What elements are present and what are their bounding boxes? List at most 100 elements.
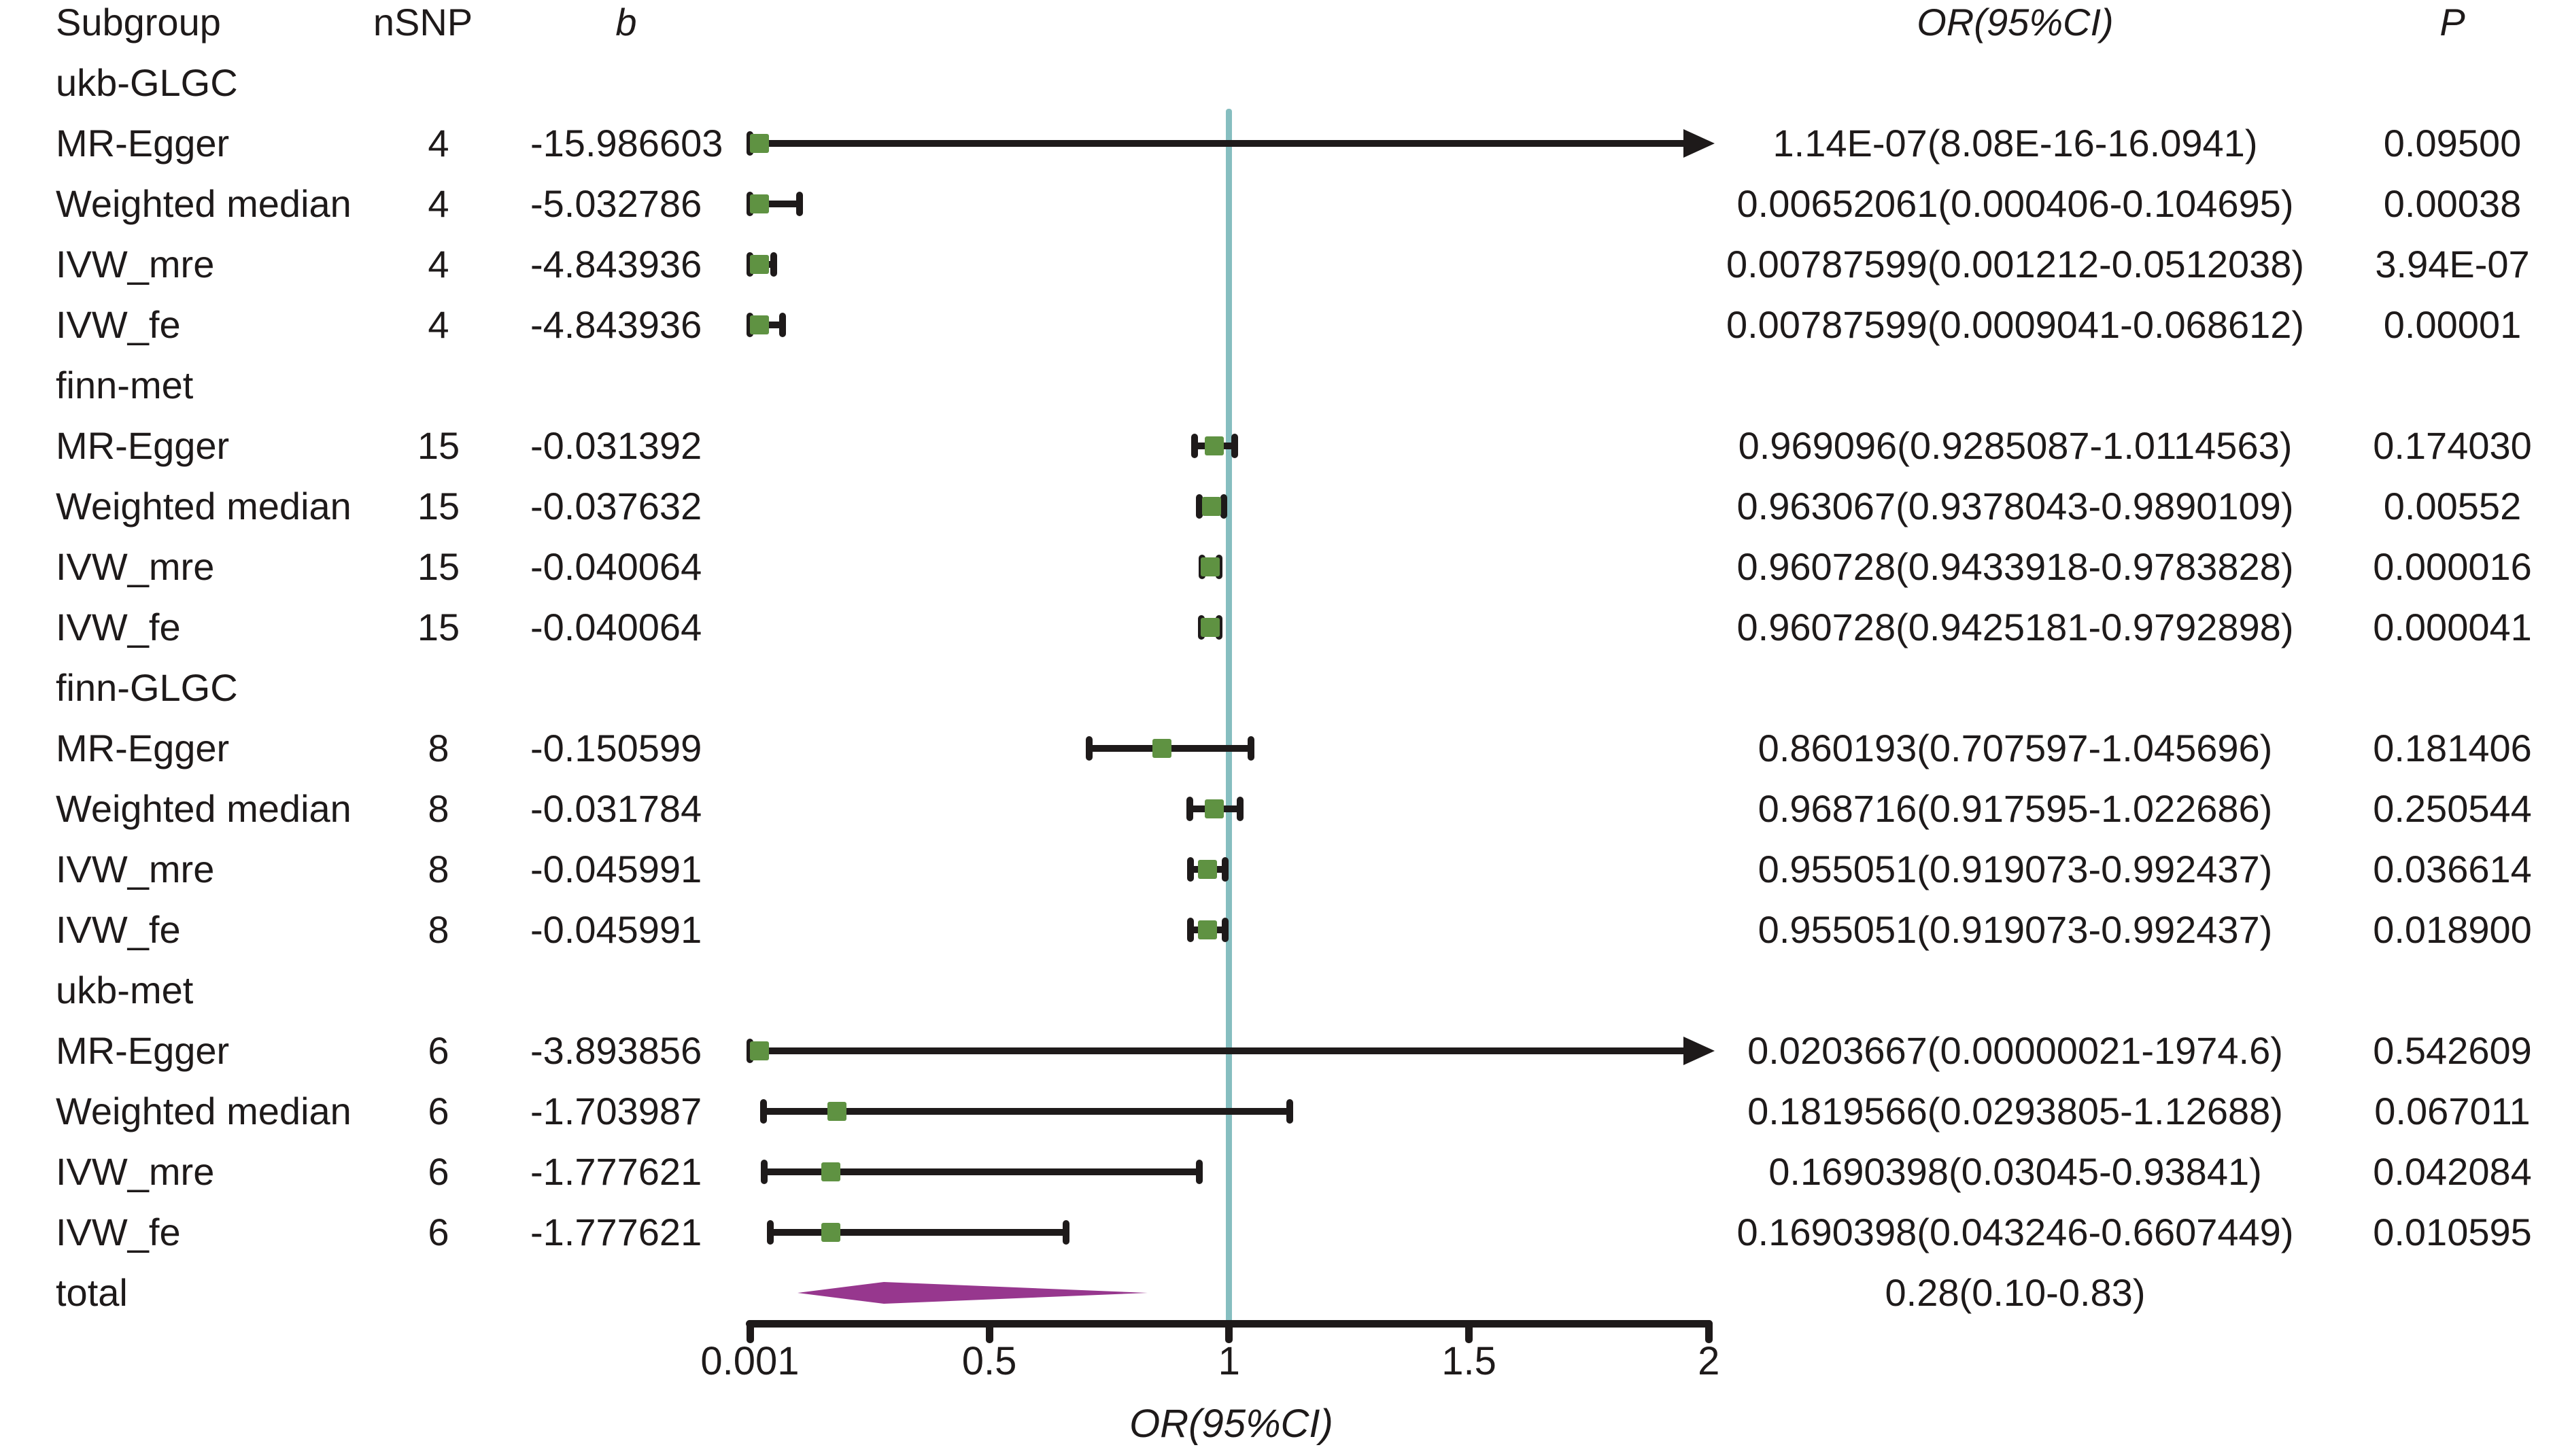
ci-whisker bbox=[750, 140, 1687, 147]
row-method-label: MR-Egger bbox=[56, 122, 230, 164]
row-p-value: 0.09500 bbox=[2383, 122, 2522, 164]
ci-whisker bbox=[770, 1229, 1067, 1236]
row-or-ci-value: 0.968716(0.917595-1.022686) bbox=[1758, 787, 2273, 830]
row-or-ci-value: 0.960728(0.9433918-0.9783828) bbox=[1736, 545, 2294, 588]
point-estimate-marker bbox=[1198, 920, 1218, 939]
group-label: finn-GLGC bbox=[56, 666, 238, 709]
row-p-value: 0.542609 bbox=[2373, 1029, 2532, 1072]
point-estimate-marker bbox=[827, 1102, 846, 1121]
ci-cap-right bbox=[1222, 857, 1229, 882]
row-b-value: -1.777621 bbox=[530, 1150, 702, 1193]
x-axis-tick bbox=[1225, 1320, 1233, 1343]
row-or-ci-value: 0.00652061(0.000406-0.104695) bbox=[1736, 182, 2294, 225]
row-p-value: 0.250544 bbox=[2373, 787, 2532, 830]
row-p-value: 0.018900 bbox=[2373, 908, 2532, 951]
ci-cap-right bbox=[778, 313, 786, 337]
row-b-value: -4.843936 bbox=[530, 303, 702, 346]
row-b-value: -5.032786 bbox=[530, 182, 702, 225]
x-axis-tick-label: 2 bbox=[1698, 1339, 1720, 1383]
row-or-ci-value: 0.1690398(0.043246-0.6607449) bbox=[1736, 1211, 2294, 1253]
x-axis-tick bbox=[985, 1320, 993, 1343]
point-estimate-marker bbox=[750, 315, 769, 334]
x-axis-tick-label: 0.001 bbox=[700, 1339, 800, 1383]
ci-cap-left bbox=[1195, 494, 1203, 519]
row-b-value: -4.843936 bbox=[530, 243, 702, 285]
row-b-value: -1.777621 bbox=[530, 1211, 702, 1253]
row-method-label: IVW_fe bbox=[56, 606, 181, 648]
row-p-value: 0.00038 bbox=[2383, 182, 2522, 225]
row-method-label: IVW_mre bbox=[56, 545, 215, 588]
point-estimate-marker bbox=[1204, 799, 1224, 818]
row-b-value: -0.040064 bbox=[530, 545, 702, 588]
row-b-value: -0.031784 bbox=[530, 787, 702, 830]
x-axis-tick bbox=[746, 1320, 754, 1343]
column-header-b: b bbox=[615, 1, 637, 44]
ci-cap-right bbox=[1286, 1099, 1294, 1124]
row-method-label: IVW_mre bbox=[56, 848, 215, 890]
row-method-label: Weighted median bbox=[56, 182, 352, 225]
row-nsnp-value: 6 bbox=[428, 1029, 449, 1072]
row-nsnp-value: 4 bbox=[428, 243, 449, 285]
x-axis-tick-label: 0.5 bbox=[961, 1339, 1017, 1383]
row-or-ci-value: 0.28(0.10-0.83) bbox=[1885, 1271, 2146, 1314]
point-estimate-marker bbox=[821, 1162, 840, 1181]
ci-cap-left bbox=[760, 1099, 768, 1124]
point-estimate-marker bbox=[750, 1041, 769, 1060]
ci-whisker bbox=[764, 1168, 1200, 1175]
row-or-ci-value: 0.00787599(0.001212-0.0512038) bbox=[1726, 243, 2305, 285]
row-nsnp-value: 4 bbox=[428, 303, 449, 346]
row-or-ci-value: 0.960728(0.9425181-0.9792898) bbox=[1736, 606, 2294, 648]
row-p-value: 0.181406 bbox=[2373, 727, 2532, 769]
x-axis-tick-label: 1.5 bbox=[1441, 1339, 1496, 1383]
row-nsnp-value: 6 bbox=[428, 1090, 449, 1132]
ci-cap-left bbox=[1186, 797, 1193, 821]
ci-cap-right bbox=[770, 252, 778, 277]
row-method-label: Weighted median bbox=[56, 1090, 352, 1132]
row-p-value: 0.00552 bbox=[2383, 485, 2522, 527]
row-or-ci-value: 0.0203667(0.00000021-1974.6) bbox=[1747, 1029, 2283, 1072]
ci-cap-right bbox=[1248, 736, 1255, 761]
ci-cap-left bbox=[1186, 918, 1194, 942]
row-method-label: MR-Egger bbox=[56, 727, 230, 769]
group-label: finn-met bbox=[56, 364, 194, 406]
row-method-label: IVW_fe bbox=[56, 1211, 181, 1253]
row-or-ci-value: 0.860193(0.707597-1.045696) bbox=[1758, 727, 2273, 769]
row-p-value: 3.94E-07 bbox=[2375, 243, 2530, 285]
row-nsnp-value: 8 bbox=[428, 787, 449, 830]
column-header-nsnp: nSNP bbox=[373, 1, 473, 44]
row-nsnp-value: 6 bbox=[428, 1211, 449, 1253]
row-or-ci-value: 0.963067(0.9378043-0.9890109) bbox=[1736, 485, 2294, 527]
x-axis-tick bbox=[1465, 1320, 1473, 1343]
group-label: ukb-met bbox=[56, 969, 194, 1011]
ci-cap-right bbox=[796, 192, 804, 216]
row-b-value: -0.037632 bbox=[530, 485, 702, 527]
row-b-value: -1.703987 bbox=[530, 1090, 702, 1132]
row-method-label: IVW_fe bbox=[56, 908, 181, 951]
row-method-label: IVW_mre bbox=[56, 243, 215, 285]
row-or-ci-value: 0.955051(0.919073-0.992437) bbox=[1758, 848, 2273, 890]
row-nsnp-value: 4 bbox=[428, 122, 449, 164]
ci-cap-right bbox=[1063, 1220, 1070, 1245]
row-nsnp-value: 15 bbox=[417, 485, 460, 527]
row-or-ci-value: 0.1690398(0.03045-0.93841) bbox=[1768, 1150, 2262, 1193]
row-p-value: 0.000016 bbox=[2373, 545, 2532, 588]
ci-cap-left bbox=[1085, 736, 1093, 761]
ci-whisker bbox=[750, 1047, 1687, 1054]
arrow-right-icon bbox=[1683, 1037, 1715, 1065]
row-nsnp-value: 4 bbox=[428, 182, 449, 225]
ci-cap-right bbox=[1231, 434, 1238, 458]
row-b-value: -0.045991 bbox=[530, 908, 702, 951]
row-nsnp-value: 8 bbox=[428, 908, 449, 951]
row-p-value: 0.042084 bbox=[2373, 1150, 2532, 1193]
row-nsnp-value: 8 bbox=[428, 727, 449, 769]
row-nsnp-value: 15 bbox=[417, 545, 460, 588]
row-p-value: 0.067011 bbox=[2374, 1090, 2531, 1132]
column-header-or-ci: OR(95%CI) bbox=[1917, 1, 2114, 44]
row-nsnp-value: 6 bbox=[428, 1150, 449, 1193]
ci-cap-right bbox=[1220, 494, 1228, 519]
row-method-label: Weighted median bbox=[56, 485, 352, 527]
row-b-value: -0.040064 bbox=[530, 606, 702, 648]
row-nsnp-value: 15 bbox=[417, 606, 460, 648]
x-axis-tick bbox=[1704, 1320, 1713, 1343]
